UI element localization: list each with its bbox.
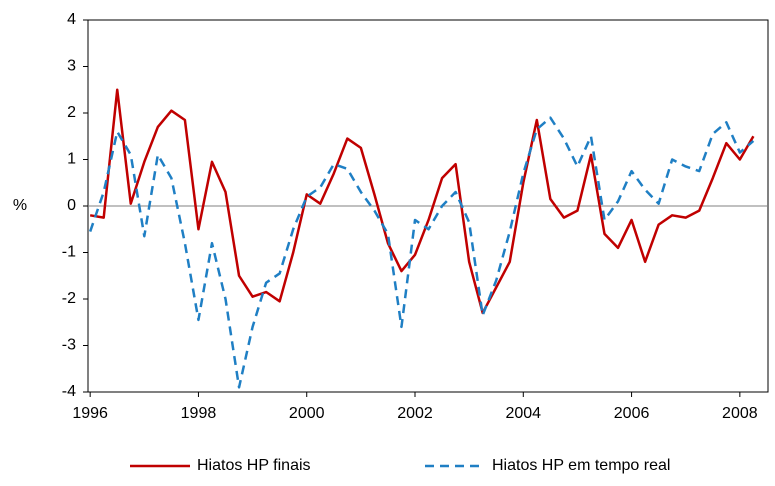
x-tick-label: 1998 <box>181 405 217 422</box>
x-tick-label: 2004 <box>505 405 541 422</box>
y-tick-label: 1 <box>67 151 76 168</box>
x-tick-label: 1996 <box>72 405 108 422</box>
y-tick-label: -4 <box>62 383 76 400</box>
y-tick-label: 0 <box>67 197 76 214</box>
x-tick-label: 2006 <box>614 405 650 422</box>
y-tick-label: -1 <box>62 244 76 261</box>
y-tick-label: -3 <box>62 337 76 354</box>
x-tick-label: 2000 <box>289 405 325 422</box>
legend-label: Hiatos HP em tempo real <box>492 457 670 474</box>
y-tick-label: 3 <box>67 58 76 75</box>
y-axis-label: % <box>13 197 27 214</box>
legend-label: Hiatos HP finais <box>197 457 311 474</box>
y-tick-label: 2 <box>67 104 76 121</box>
x-tick-label: 2008 <box>722 405 758 422</box>
y-tick-label: 4 <box>67 11 76 28</box>
data-line <box>89 88 755 315</box>
x-tick-label: 2002 <box>397 405 433 422</box>
y-tick-label: -2 <box>62 290 76 307</box>
